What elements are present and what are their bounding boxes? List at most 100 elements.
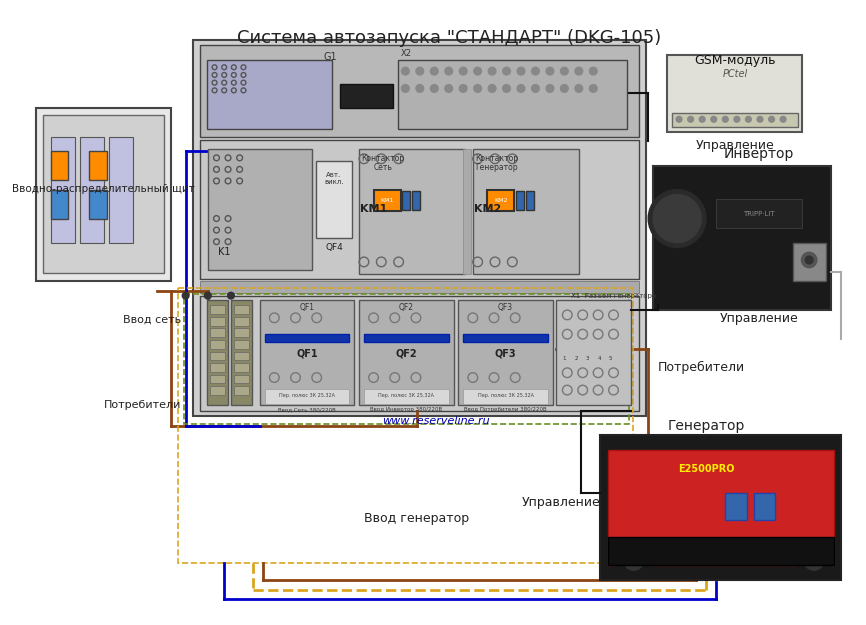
Text: Ввод Потребители 380/220В: Ввод Потребители 380/220В [464, 407, 547, 412]
Text: Управление: Управление [720, 312, 798, 325]
Text: Потребители: Потребители [658, 361, 745, 374]
Circle shape [517, 68, 525, 75]
Bar [653, 166, 831, 310]
Bar [234, 351, 249, 360]
Text: 5: 5 [609, 356, 612, 361]
Bar [51, 189, 68, 219]
Text: QF2: QF2 [399, 303, 414, 312]
Text: K1: K1 [218, 247, 230, 257]
Text: Пер. полюс 3К 25.32А: Пер. полюс 3К 25.32А [279, 393, 335, 398]
Bar [754, 493, 775, 520]
Bar [412, 191, 420, 210]
Text: Ввод сеть: Ввод сеть [123, 315, 181, 325]
Text: 3: 3 [585, 356, 589, 361]
Circle shape [532, 84, 540, 92]
Text: Генератор: Генератор [668, 419, 745, 434]
Text: QF2: QF2 [396, 349, 417, 359]
Circle shape [617, 543, 651, 578]
Bar [608, 536, 834, 566]
Circle shape [769, 116, 774, 122]
Bar [200, 45, 638, 137]
Circle shape [676, 116, 682, 122]
Bar [210, 374, 225, 383]
Bar [359, 301, 454, 404]
Bar [210, 340, 225, 349]
Circle shape [402, 68, 410, 75]
Bar [715, 199, 803, 228]
Bar [210, 305, 225, 314]
Circle shape [502, 68, 510, 75]
Text: Пер. полюс 3К 25.32А: Пер. полюс 3К 25.32А [378, 393, 435, 398]
Circle shape [546, 68, 553, 75]
Text: E2500PRO: E2500PRO [678, 464, 734, 474]
Text: Управление: Управление [521, 496, 600, 509]
Bar [359, 149, 465, 274]
Bar [600, 436, 841, 580]
Circle shape [488, 84, 496, 92]
Circle shape [688, 116, 694, 122]
Circle shape [459, 84, 467, 92]
Text: KM2: KM2 [474, 204, 501, 214]
Bar [668, 55, 803, 132]
Bar [672, 112, 798, 127]
Text: Генератор: Генератор [475, 162, 518, 172]
Text: Потребители: Потребители [103, 399, 181, 409]
Bar [234, 317, 249, 326]
Bar [556, 301, 630, 404]
Circle shape [731, 502, 740, 511]
Bar [608, 450, 834, 566]
Text: KM1: KM1 [360, 204, 387, 214]
Circle shape [488, 68, 496, 75]
Text: KM2: KM2 [494, 198, 507, 202]
Circle shape [517, 84, 525, 92]
Bar [200, 139, 638, 279]
Text: X1  Разъем генератора: X1 Разъем генератора [571, 292, 656, 299]
Circle shape [474, 68, 481, 75]
Bar [231, 301, 252, 404]
Bar [193, 40, 646, 416]
Circle shape [590, 68, 598, 75]
Bar [726, 493, 746, 520]
Circle shape [797, 543, 831, 578]
Circle shape [760, 502, 770, 511]
Bar [792, 242, 826, 281]
Bar [265, 334, 350, 342]
Text: TRIPP·LIT: TRIPP·LIT [743, 211, 775, 217]
Bar [516, 191, 524, 210]
Circle shape [575, 84, 583, 92]
Circle shape [416, 84, 423, 92]
Circle shape [746, 116, 752, 122]
Circle shape [757, 116, 763, 122]
Bar [234, 340, 249, 349]
Bar [373, 189, 401, 211]
Bar [210, 363, 225, 372]
Circle shape [734, 116, 740, 122]
Bar [316, 161, 352, 238]
Bar [463, 149, 471, 274]
Bar [339, 84, 393, 107]
Bar [51, 137, 74, 242]
Text: Ввод Инвертор 380/220В: Ввод Инвертор 380/220В [371, 407, 443, 412]
Bar [234, 386, 249, 395]
Bar [178, 288, 633, 562]
Text: Система автозапуска "СТАНДАРТ" (DKG-105): Система автозапуска "СТАНДАРТ" (DKG-105) [236, 29, 661, 47]
Text: QF4: QF4 [325, 242, 343, 252]
Circle shape [649, 189, 706, 248]
Bar [458, 301, 553, 404]
Circle shape [560, 68, 568, 75]
Bar [397, 59, 627, 129]
Circle shape [805, 256, 813, 264]
Text: QF3: QF3 [498, 303, 514, 312]
Circle shape [182, 292, 189, 299]
Text: 4: 4 [598, 356, 601, 361]
Bar [403, 191, 410, 210]
Text: www.reserveline.ru: www.reserveline.ru [383, 416, 490, 426]
Text: KM1: KM1 [380, 198, 394, 202]
Bar [207, 59, 333, 129]
Bar [200, 281, 638, 292]
Circle shape [590, 84, 598, 92]
Circle shape [653, 194, 701, 242]
Text: Сеть: Сеть [374, 162, 392, 172]
Circle shape [416, 68, 423, 75]
Circle shape [502, 84, 510, 92]
